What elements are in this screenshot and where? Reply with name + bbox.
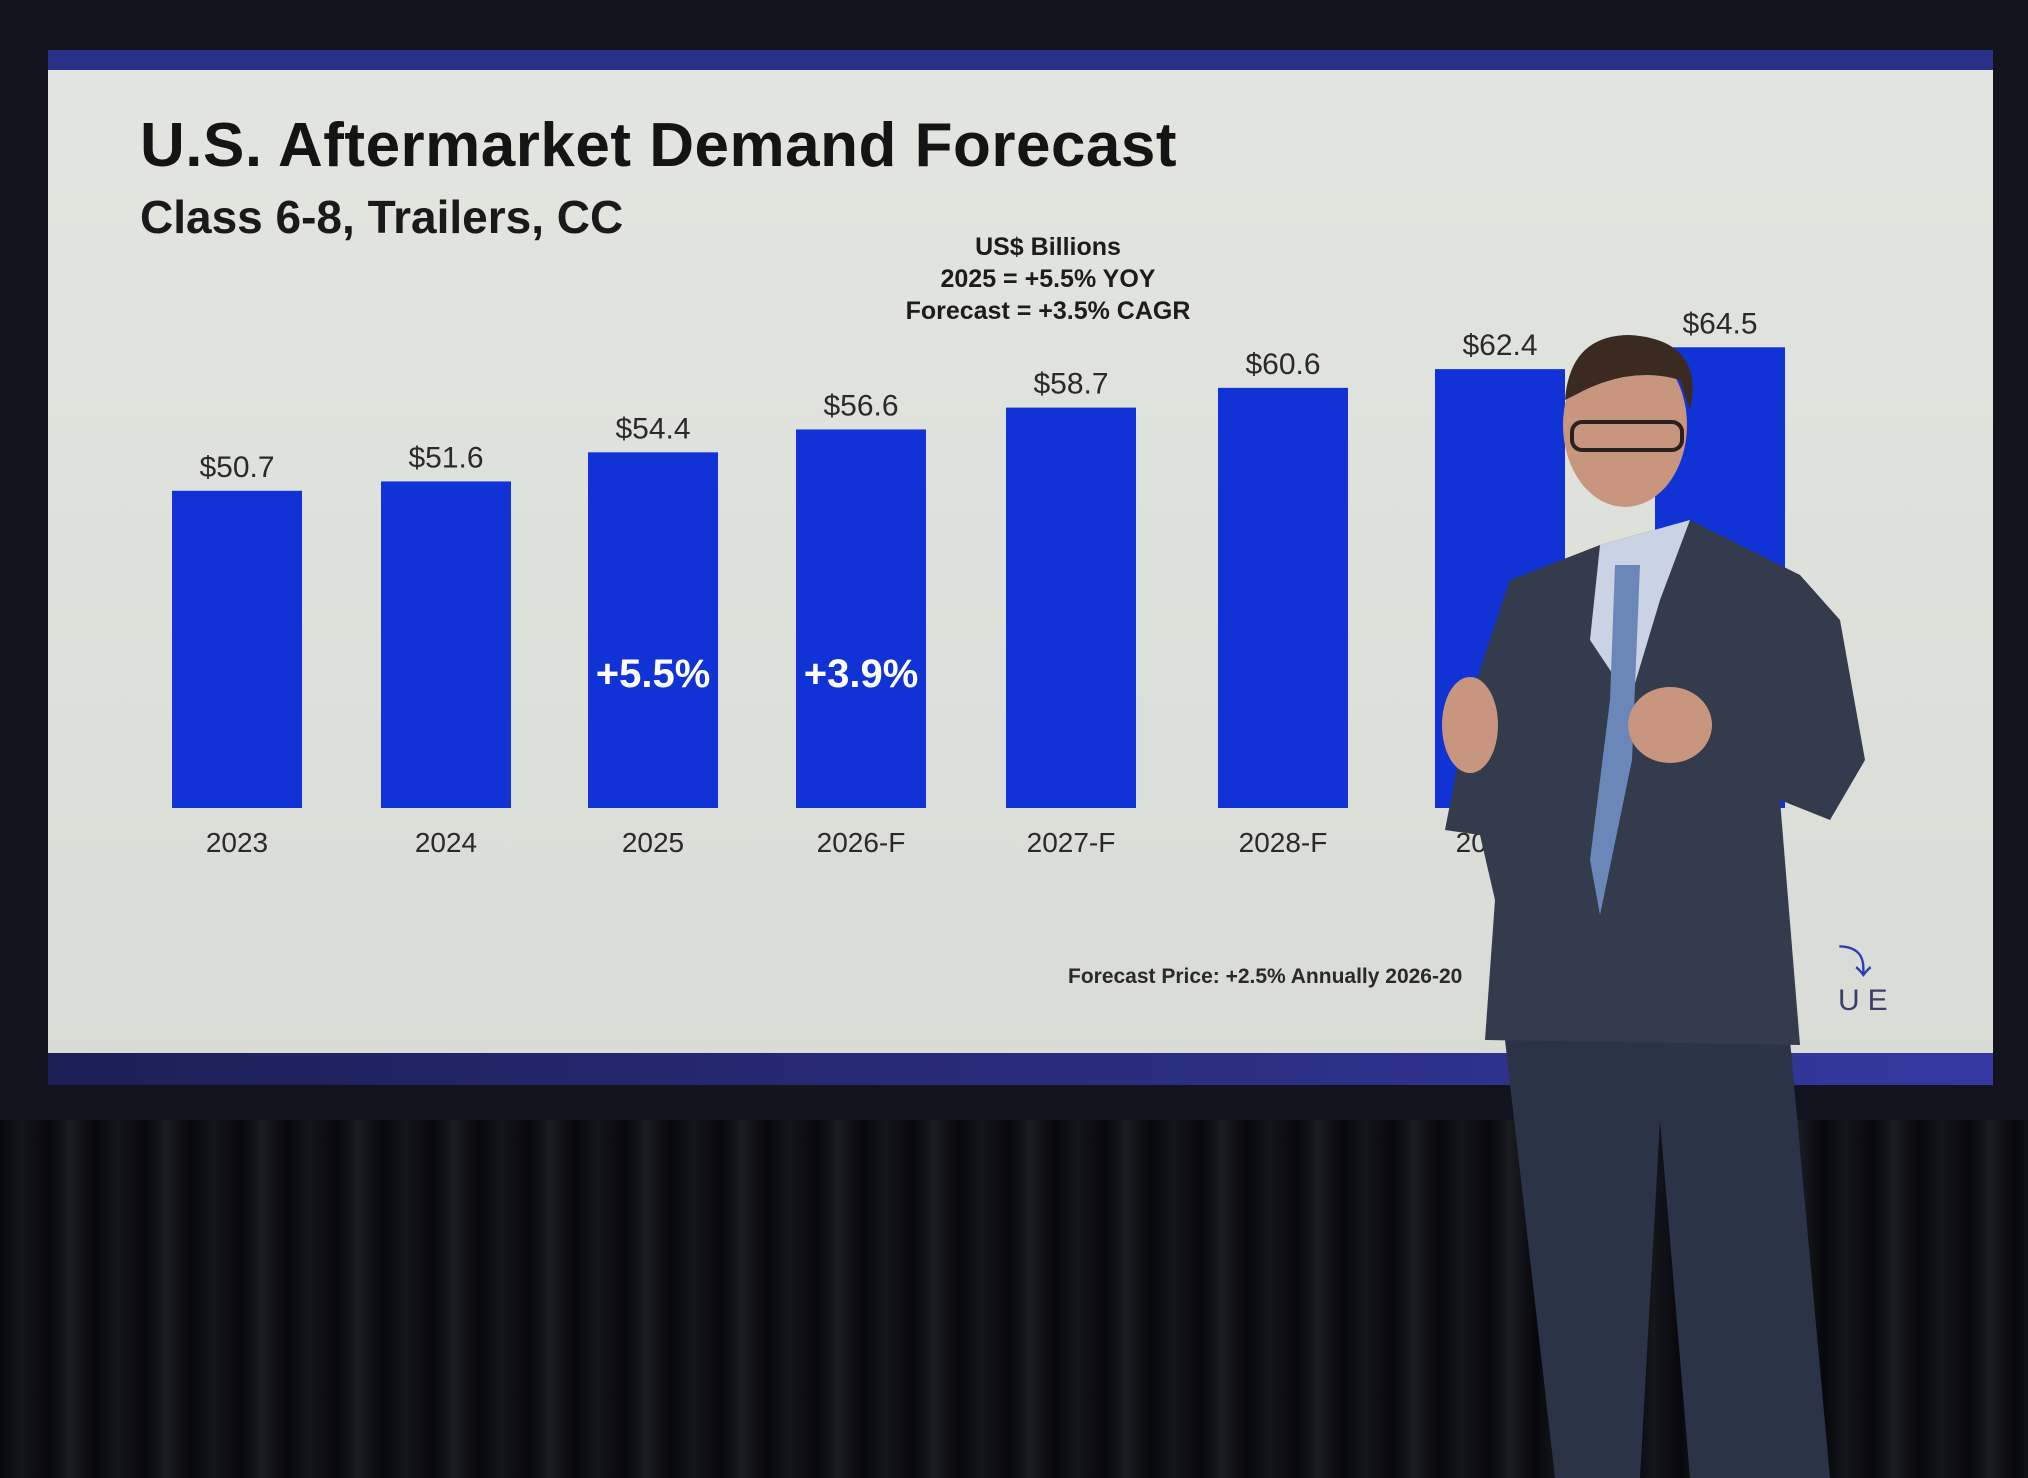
presenter-right-hand bbox=[1628, 687, 1712, 763]
bar-2025 bbox=[588, 452, 718, 808]
logo-text: UE bbox=[1838, 984, 1896, 1017]
slide-subtitle: Class 6-8, Trailers, CC bbox=[140, 191, 624, 243]
value-label: $51.6 bbox=[408, 441, 483, 474]
category-label: 2025 bbox=[622, 827, 684, 858]
category-label: 2028-F bbox=[1239, 827, 1328, 858]
bar-2026-F bbox=[796, 429, 926, 808]
category-label: 2023 bbox=[206, 827, 268, 858]
presenter-glasses-icon bbox=[1570, 420, 1684, 452]
value-label: $60.6 bbox=[1245, 348, 1320, 381]
value-label: $54.4 bbox=[615, 412, 690, 445]
value-label: $58.7 bbox=[1033, 368, 1108, 401]
slide-title: U.S. Aftermarket Demand Forecast bbox=[140, 111, 1178, 180]
yoy-note: 2025 = +5.5% YOY bbox=[940, 265, 1156, 293]
logo-mark-icon: ⤵ bbox=[1838, 944, 1872, 982]
category-label: 2026-F bbox=[817, 827, 906, 858]
bar-2024 bbox=[381, 481, 511, 808]
value-label: $56.6 bbox=[823, 389, 898, 422]
cagr-note: Forecast = +3.5% CAGR bbox=[905, 297, 1191, 325]
forecast-price-footnote: Forecast Price: +2.5% Annually 2026-20 bbox=[1068, 965, 1463, 988]
slide-top-bar bbox=[48, 50, 1993, 70]
presenter-jacket bbox=[1445, 520, 1865, 1045]
value-label: $50.7 bbox=[199, 451, 274, 484]
value-label: $64.5 bbox=[1682, 307, 1757, 340]
bar-2027-F bbox=[1006, 407, 1136, 808]
chart-unit-note: US$ Billions bbox=[975, 233, 1121, 261]
company-logo: ⤵ UE bbox=[1838, 935, 1896, 1018]
presenter-hair bbox=[1565, 335, 1693, 410]
presenter-left-hand bbox=[1442, 677, 1498, 773]
growth-annotation: +5.5% bbox=[596, 652, 711, 696]
growth-annotation: +3.9% bbox=[804, 652, 919, 696]
presenter-tie bbox=[1590, 565, 1640, 915]
bar-2028-F bbox=[1218, 387, 1348, 808]
category-label: 2024 bbox=[415, 827, 477, 858]
bar-2023 bbox=[172, 490, 302, 808]
presenter-legs bbox=[1505, 1040, 1830, 1478]
category-label: 2027-F bbox=[1027, 827, 1116, 858]
value-label: $62.4 bbox=[1462, 329, 1537, 362]
